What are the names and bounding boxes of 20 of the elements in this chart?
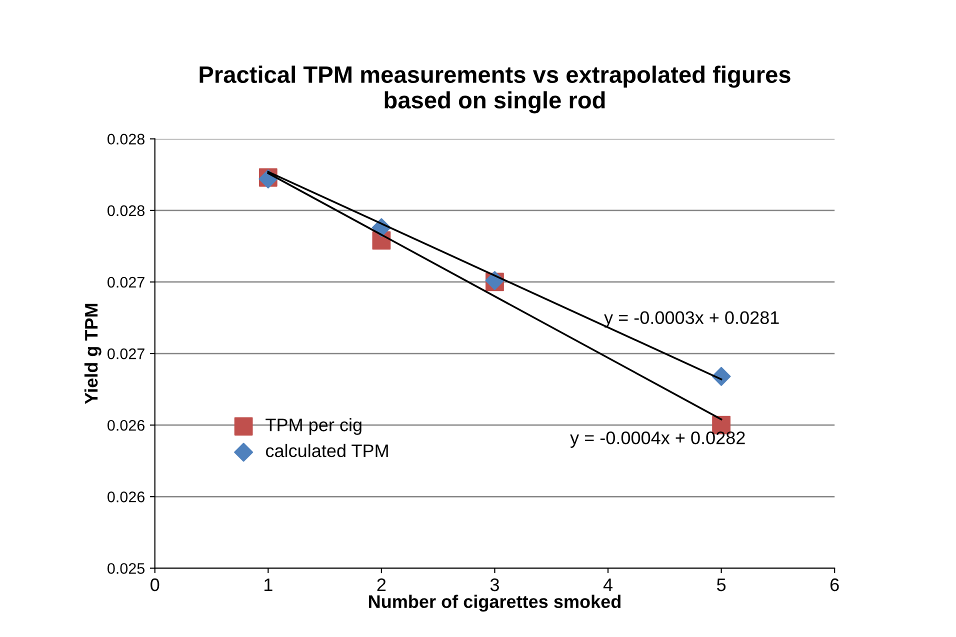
x-tick-label: 0 (150, 578, 160, 592)
x-tick-label: 4 (603, 578, 613, 592)
y-axis-title: Yield g TPM (84, 304, 102, 404)
y-tick-label: 0.028 (108, 205, 144, 216)
x-axis-title: Number of cigarettes smoked (369, 594, 620, 612)
y-tick-label: 0.026 (108, 492, 144, 502)
x-tick-label: 1 (264, 578, 272, 592)
x-tick-label: 6 (830, 578, 839, 592)
y-tick-label: 0.027 (108, 348, 144, 360)
y-tick-label: 0.027 (108, 276, 144, 288)
y-tick-label: 0.026 (108, 420, 144, 431)
x-tick-label: 2 (377, 578, 386, 592)
y-tick-label: 0.025 (108, 563, 145, 574)
x-tick-label: 5 (717, 578, 726, 592)
chart-title: Practical TPM measurements vs extrapolated figures based on single rod (200, 66, 790, 114)
y-tick-label: 0.028 (108, 134, 144, 145)
legend-label: calculated TPM (266, 444, 388, 458)
x-tick-label: 3 (490, 578, 499, 592)
annotation: y = -0.0004x + 0.0282 (570, 431, 745, 448)
legend-label: TPM per cig (266, 418, 362, 435)
